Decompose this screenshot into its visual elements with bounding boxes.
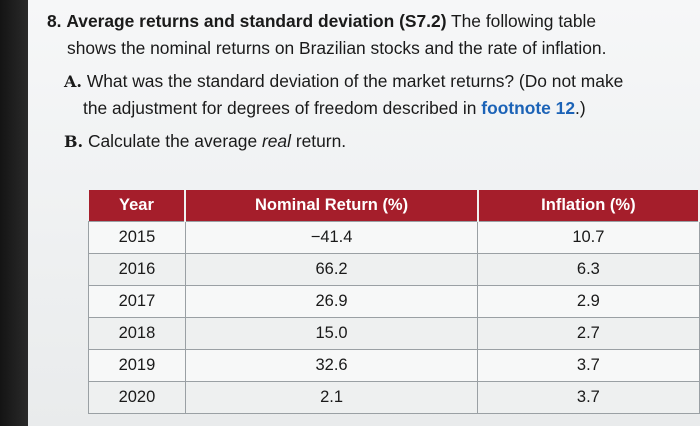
problem-intro-2: shows the nominal returns on Brazilian s… [67, 38, 607, 58]
cell-nominal-return: 66.2 [184, 253, 479, 286]
returns-table: Year Nominal Return (%) Inflation (%) 20… [88, 190, 700, 414]
part-b-line: B. Calculate the average real return. [47, 128, 687, 155]
header-nominal-return: Nominal Return (%) [185, 190, 479, 222]
part-b-text-b: return. [295, 131, 347, 151]
cell-year: 2019 [88, 349, 186, 382]
header-year: Year [88, 190, 187, 222]
cell-inflation: 2.7 [477, 317, 700, 350]
cell-nominal-return: 15.0 [184, 317, 479, 350]
cell-nominal-return: −41.4 [184, 221, 479, 254]
table-row: 2019 32.6 3.7 [88, 349, 700, 382]
part-b-emphasis: real [261, 131, 291, 151]
header-inflation: Inflation (%) [477, 190, 700, 222]
part-b-text-a: Calculate the average [87, 131, 258, 151]
cell-year: 2016 [88, 253, 186, 286]
part-a-text-1: What was the standard deviation of the m… [86, 71, 624, 91]
cell-inflation: 6.3 [477, 253, 700, 286]
footnote-12-link[interactable]: footnote 12 [481, 98, 576, 118]
cell-year: 2017 [88, 285, 186, 318]
table-row: 2018 15.0 2.7 [88, 317, 700, 350]
problem-intro-1: The following table [451, 11, 597, 31]
page-shadow-edge [0, 0, 28, 426]
table-row: 2015 −41.4 10.7 [88, 221, 700, 254]
part-a-label: A. [64, 72, 82, 91]
cell-nominal-return: 32.6 [184, 349, 479, 382]
table-row: 2016 66.2 6.3 [88, 253, 700, 286]
problem-intro-line-2: shows the nominal returns on Brazilian s… [47, 35, 687, 62]
part-b-label: B. [64, 132, 84, 151]
cell-year: 2018 [88, 317, 186, 350]
part-a-line-1: A. What was the standard deviation of th… [47, 68, 687, 95]
part-a-line-2: the adjustment for degrees of freedom de… [47, 95, 687, 122]
problem-number: 8. [47, 11, 62, 31]
cell-nominal-return: 26.9 [184, 285, 479, 318]
problem-heading-line: 8. Average returns and standard deviatio… [47, 8, 687, 35]
part-a-text-2b: .) [575, 98, 586, 118]
cell-inflation: 10.7 [477, 221, 700, 254]
table-row: 2020 2.1 3.7 [88, 381, 700, 414]
cell-inflation: 2.9 [477, 285, 700, 318]
cell-year: 2020 [88, 381, 186, 414]
table-header-row: Year Nominal Return (%) Inflation (%) [88, 190, 700, 222]
problem-title: Average returns and standard deviation (… [66, 11, 447, 31]
problem-8: 8. Average returns and standard deviatio… [47, 8, 687, 155]
cell-nominal-return: 2.1 [184, 381, 479, 414]
cell-inflation: 3.7 [477, 349, 700, 382]
cell-year: 2015 [88, 221, 186, 254]
table-row: 2017 26.9 2.9 [88, 285, 700, 318]
part-a-text-2a: the adjustment for degrees of freedom de… [83, 98, 477, 118]
cell-inflation: 3.7 [477, 381, 700, 414]
